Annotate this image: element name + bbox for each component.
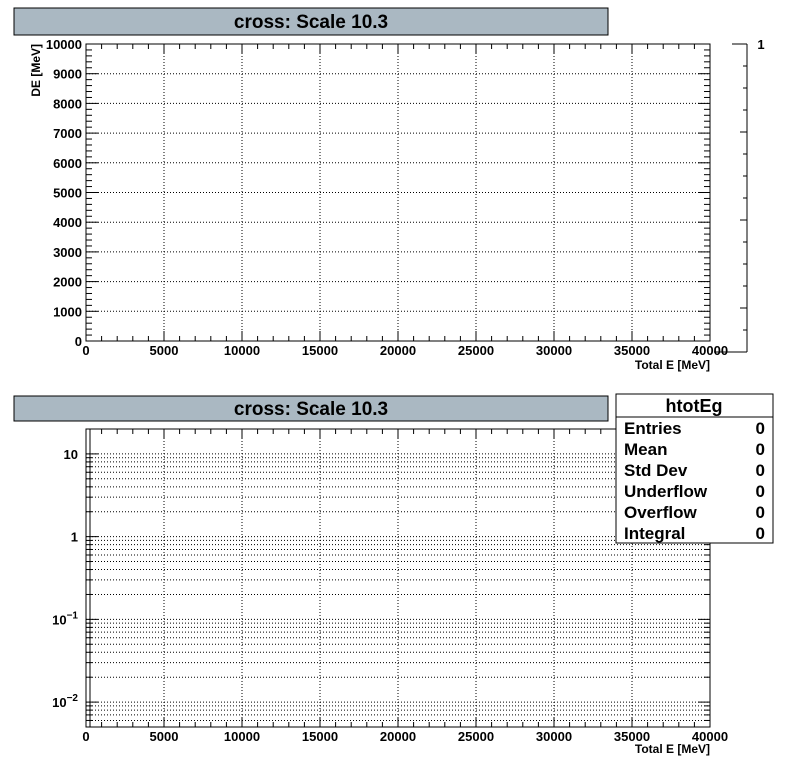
top-y-tick-label: 2000 [53,275,82,290]
top-x-tick-label: 0 [82,343,89,358]
top-y-tick-label: 4000 [53,215,82,230]
bottom-x-tick-label: 5000 [150,729,179,744]
bottom-x-tick-label: 25000 [458,729,494,744]
top-tick-labels: 0 5000 10000 15000 20000 25000 30000 35000 40000… [46,37,728,358]
stats-row-value: 0 [756,524,765,543]
bottom-y-tick-label: 10−2 [52,693,78,710]
top-grid [86,44,710,341]
top-plot-frame [85,43,711,342]
top-x-tick-label: 5000 [150,343,179,358]
top-y-tick-label: 6000 [53,156,82,171]
bottom-tick-labels: 0 5000 10000 15000 20000 25000 30000 35000 40000… [52,447,728,744]
stats-row-value: 0 [756,419,765,438]
bottom-pad: cross: Scale 10.3 0 5000 10000 15000 20000 25… [13,393,774,756]
top-x-tick-label: 10000 [224,343,260,358]
stats-title: htotEg [666,396,723,416]
bottom-x-tick-label: 0 [82,729,89,744]
stats-box: htotEg Entries 0 Mean 0 Std Dev 0 Underflow 0 Ov… [615,393,774,544]
stats-row-value: 0 [756,440,765,459]
stats-row-value: 0 [756,482,765,501]
stats-row-label: Underflow [624,482,708,501]
stats-row-label: Mean [624,440,667,459]
stats-row-value: 0 [756,503,765,522]
palette-axis: 1 [714,37,765,353]
stats-row-label: Overflow [624,503,698,522]
top-y-axis-title: DE [MeV] [29,44,43,97]
top-x-tick-label: 30000 [536,343,572,358]
bottom-y-tick-label: 10−1 [52,610,78,627]
top-y-tick-label: 9000 [53,67,82,82]
top-x-axis-title: Total E [MeV] [635,358,710,372]
bottom-x-axis-title: Total E [MeV] [635,742,710,756]
top-x-tick-label: 35000 [614,343,650,358]
top-y-tick-label: 1000 [53,304,82,319]
top-y-tick-label: 10000 [46,37,82,52]
top-chart-title: cross: Scale 10.3 [234,12,388,33]
top-y-tick-label: 3000 [53,245,82,260]
bottom-x-tick-label: 35000 [614,729,650,744]
bottom-x-tick-label: 15000 [302,729,338,744]
top-title-box [13,7,609,36]
bottom-title-box [13,395,609,422]
stats-box-frame [615,393,774,544]
palette-max-label: 1 [757,37,764,52]
stats-row-label: Std Dev [624,461,688,480]
top-ticks [85,43,711,342]
stats-row-label: Entries [624,419,682,438]
bottom-x-tick-label: 30000 [536,729,572,744]
top-y-tick-label: 7000 [53,126,82,141]
top-x-tick-label: 25000 [458,343,494,358]
bottom-x-tick-label: 40000 [692,729,728,744]
bottom-y-tick-label: 10 [64,447,78,462]
bottom-x-tick-label: 10000 [224,729,260,744]
top-x-tick-label: 40000 [692,343,728,358]
top-y-tick-label: 0 [75,334,82,349]
stats-row-label: Integral [624,524,685,543]
stats-row-value: 0 [756,461,765,480]
top-y-tick-label: 8000 [53,96,82,111]
top-x-tick-label: 20000 [380,343,416,358]
top-pad: cross: Scale 10.3 0 5000 10000 15000 20000 25… [13,7,765,372]
bottom-x-tick-label: 20000 [380,729,416,744]
bottom-chart-title: cross: Scale 10.3 [234,399,388,420]
top-x-tick-label: 15000 [302,343,338,358]
bottom-y-tick-label: 1 [71,530,78,545]
bottom-plot-frame [85,428,711,728]
top-y-tick-label: 5000 [53,186,82,201]
